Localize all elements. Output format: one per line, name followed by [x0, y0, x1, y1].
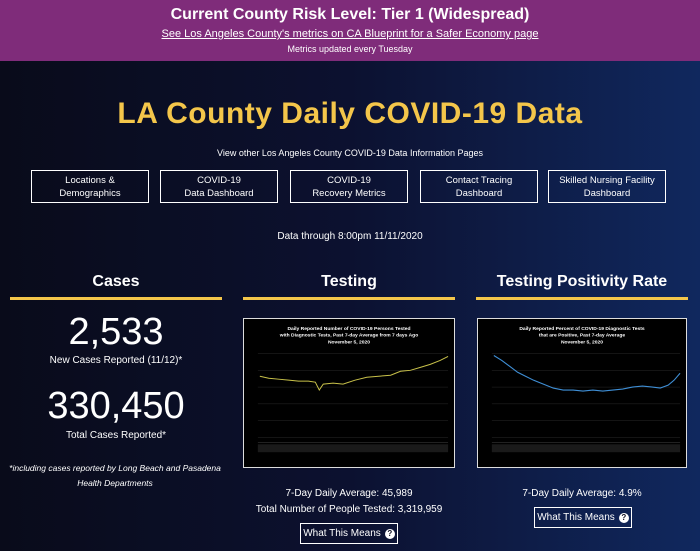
nav-button-line: Locations & — [65, 174, 115, 186]
chart-gridlines — [491, 353, 681, 438]
footnote-line: Health Departments — [77, 478, 153, 488]
positivity-underline — [476, 297, 688, 300]
chart-title-line: November 5, 2020 — [561, 340, 603, 346]
nav-button-line: Contact Tracing — [445, 174, 513, 186]
testing-daily-average: 7-Day Daily Average: 45,989 — [285, 488, 413, 499]
nav-button-line: COVID-19 — [327, 174, 371, 186]
chart-title-line: November 5, 2020 — [328, 340, 370, 346]
nav-button-line: Dashboard — [455, 187, 503, 199]
chart-title-line: Daily Reported Number of COVID-19 Person… — [287, 326, 410, 332]
what-this-means-label: What This Means — [303, 528, 381, 539]
positivity-chart-svg: Daily Reported Percent of COVID-19 Diagn… — [491, 326, 681, 453]
question-circle-icon: ? — [618, 512, 629, 523]
nav-button-line: Dashboard — [583, 187, 631, 199]
cases-heading: Cases — [92, 273, 140, 290]
positivity-chart[interactable]: Daily Reported Percent of COVID-19 Diagn… — [477, 318, 687, 468]
nav-button-line: Skilled Nursing Facility — [559, 174, 655, 186]
metrics-updated-note: Metrics updated every Tuesday — [287, 44, 413, 54]
testing-stats: 7-Day Daily Average: 45,989 Total Number… — [243, 486, 455, 518]
positivity-trend-line — [493, 355, 681, 392]
cases-footnote: *including cases reported by Long Beach … — [4, 461, 226, 491]
nav-button-line: COVID-19 — [197, 174, 241, 186]
chart-title-line: Daily Reported Percent of COVID-19 Diagn… — [519, 326, 645, 332]
total-cases-label: Total Cases Reported* — [65, 430, 167, 441]
new-cases-number: 2,533 — [68, 311, 164, 353]
risk-level-text: Current County Risk Level: Tier 1 (Wides… — [170, 6, 530, 23]
testing-total-tested: Total Number of People Tested: 3,319,959 — [255, 504, 443, 515]
nav-button-line: Demographics — [59, 187, 121, 199]
positivity-stats: 7-Day Daily Average: 4.9% — [476, 486, 688, 502]
testing-chart-svg: Daily Reported Number of COVID-19 Person… — [257, 326, 449, 453]
positivity-daily-average: 7-Day Daily Average: 4.9% — [522, 488, 642, 499]
main-content: LA County Daily COVID-19 Data View other… — [0, 61, 700, 551]
chart-axis-labels — [491, 444, 681, 453]
question-circle-icon: ? — [384, 528, 395, 539]
positivity-what-this-means-button[interactable]: What This Means ? — [534, 507, 632, 528]
nav-skilled-nursing-button[interactable]: Skilled Nursing Facility Dashboard — [548, 170, 666, 203]
nav-button-line: Recovery Metrics — [312, 187, 386, 199]
nav-locations-demographics-button[interactable]: Locations & Demographics — [31, 170, 149, 203]
total-cases-number: 330,450 — [47, 385, 185, 427]
cases-underline — [10, 297, 222, 300]
page-title: LA County Daily COVID-19 Data — [117, 97, 583, 130]
testing-chart[interactable]: Daily Reported Number of COVID-19 Person… — [243, 318, 455, 468]
page-subtitle: View other Los Angeles County COVID-19 D… — [217, 148, 483, 158]
chart-gridlines — [257, 353, 449, 438]
nav-button-line: Data Dashboard — [184, 187, 254, 199]
risk-banner: Current County Risk Level: Tier 1 (Wides… — [0, 0, 700, 61]
footnote-line: *including cases reported by Long Beach … — [9, 463, 221, 473]
blueprint-link[interactable]: See Los Angeles County's metrics on CA B… — [161, 28, 539, 40]
new-cases-label: New Cases Reported (11/12)* — [49, 355, 183, 366]
nav-contact-tracing-button[interactable]: Contact Tracing Dashboard — [420, 170, 538, 203]
nav-data-dashboard-button[interactable]: COVID-19 Data Dashboard — [160, 170, 278, 203]
what-this-means-label: What This Means — [537, 512, 615, 523]
testing-heading: Testing — [321, 273, 377, 290]
chart-title-line: with Diagnostic Tests, Past 7-day Averag… — [279, 333, 418, 339]
data-through-date: Data through 8:00pm 11/11/2020 — [277, 231, 423, 242]
chart-axis-labels — [257, 444, 449, 453]
positivity-heading: Testing Positivity Rate — [496, 273, 668, 290]
chart-title-line: that are Positive, Past 7-day Average — [539, 333, 625, 339]
nav-recovery-metrics-button[interactable]: COVID-19 Recovery Metrics — [290, 170, 408, 203]
testing-what-this-means-button[interactable]: What This Means ? — [300, 523, 398, 544]
testing-underline — [243, 297, 455, 300]
testing-trend-line — [259, 356, 449, 392]
